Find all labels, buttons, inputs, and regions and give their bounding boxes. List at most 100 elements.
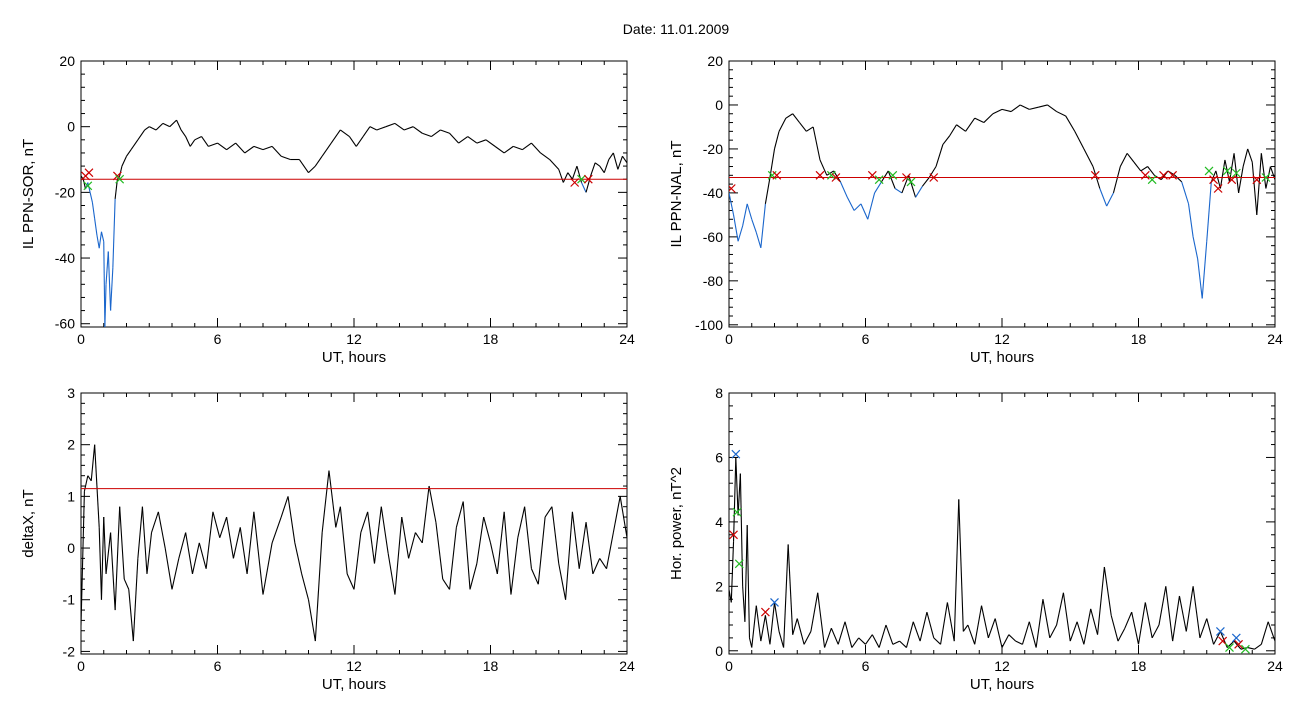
series-segment (1083, 608, 1092, 645)
series-segment (1147, 166, 1155, 176)
series-segment (1042, 599, 1051, 638)
series-segment (94, 444, 100, 528)
series-segment (524, 506, 532, 569)
series-segment (367, 511, 376, 564)
series-segment (894, 188, 903, 194)
series-segment (803, 631, 812, 645)
series-segment (1028, 621, 1037, 648)
x-tick-label: 6 (862, 331, 870, 347)
series-segment (619, 496, 627, 538)
series-segment (394, 122, 405, 131)
series-segment (1112, 166, 1121, 194)
series-segment (540, 152, 550, 160)
series-segment (422, 132, 432, 138)
series-segment (612, 496, 621, 533)
series-segment (760, 615, 766, 642)
series-segment (94, 218, 98, 236)
series-segment (744, 525, 748, 622)
series-segment (421, 485, 430, 543)
series-segment (778, 117, 787, 132)
series-segment (346, 573, 355, 590)
series-segment (1099, 188, 1108, 207)
series-segment (558, 563, 567, 600)
x-tick-label: 24 (619, 658, 635, 674)
series-segment (348, 136, 357, 147)
series-segment (751, 605, 757, 648)
series-segment (98, 231, 103, 249)
series-segment (1251, 162, 1258, 215)
series-segment (1247, 647, 1255, 650)
series-segment (1126, 152, 1135, 163)
series-segment (414, 532, 423, 544)
series-segment (401, 516, 410, 559)
event-marker (826, 170, 836, 180)
plot-area (81, 119, 627, 327)
series-segment (1137, 602, 1146, 645)
x-tick-label: 18 (1131, 658, 1147, 674)
series-segment (376, 126, 387, 131)
series-segment (1192, 586, 1201, 638)
series-segment (1074, 131, 1085, 150)
event-marker (732, 507, 742, 517)
figure-title: Date: 11.01.2009 (623, 21, 730, 37)
x-tick-label: 0 (725, 331, 733, 347)
series-segment (328, 470, 337, 528)
series-segment (517, 506, 526, 538)
event-marker (767, 170, 777, 180)
series-segment (1076, 621, 1085, 645)
series-segment (885, 624, 894, 645)
series-segment (549, 159, 560, 170)
event-marker (760, 607, 770, 617)
event-marker (83, 181, 93, 191)
series-segment (1165, 586, 1174, 642)
series-segment (339, 506, 348, 574)
series-segment (769, 602, 776, 645)
series-segment (1038, 104, 1048, 108)
series-segment (489, 542, 498, 575)
series-segment (571, 511, 580, 569)
series-segment (748, 637, 753, 648)
series-segment (737, 225, 744, 242)
series-segment (733, 214, 739, 242)
series-segment (1062, 592, 1071, 642)
plot-area (81, 444, 627, 642)
series-segment (105, 532, 112, 574)
series-segment (449, 527, 457, 590)
series-segment (144, 126, 150, 131)
series-segment (503, 511, 512, 595)
series-segment (787, 544, 794, 635)
series-segment (1199, 618, 1208, 639)
series-segment (562, 172, 569, 183)
series-segment (100, 231, 105, 242)
y-axis-label: deltaX, nT (20, 489, 37, 557)
y-tick-label: -40 (55, 250, 75, 266)
event-marker (570, 178, 580, 187)
series-segment (137, 129, 146, 141)
series-segment (958, 499, 964, 632)
series-segment (330, 129, 341, 144)
series-segment (141, 506, 148, 574)
series-segment (335, 506, 341, 528)
y-tick-label: 20 (707, 53, 723, 69)
y-tick-label: -1 (63, 592, 76, 608)
series-segment (830, 628, 839, 645)
series-segment (1015, 640, 1023, 645)
series-segment (412, 126, 423, 134)
series-segment (271, 516, 282, 544)
event-marker (770, 598, 779, 607)
series-segment (865, 634, 873, 645)
x-tick-label: 0 (77, 331, 85, 347)
y-tick-label: 0 (715, 97, 723, 113)
series-segment (246, 511, 255, 574)
series-segment (226, 142, 237, 151)
series-segment (476, 139, 487, 144)
series-segment (287, 496, 296, 543)
series-segment (867, 192, 876, 220)
series-segment (1172, 595, 1180, 642)
series-segment (935, 144, 944, 167)
event-marker (867, 170, 877, 180)
series-segment (301, 573, 310, 600)
series-segment (1201, 241, 1208, 299)
